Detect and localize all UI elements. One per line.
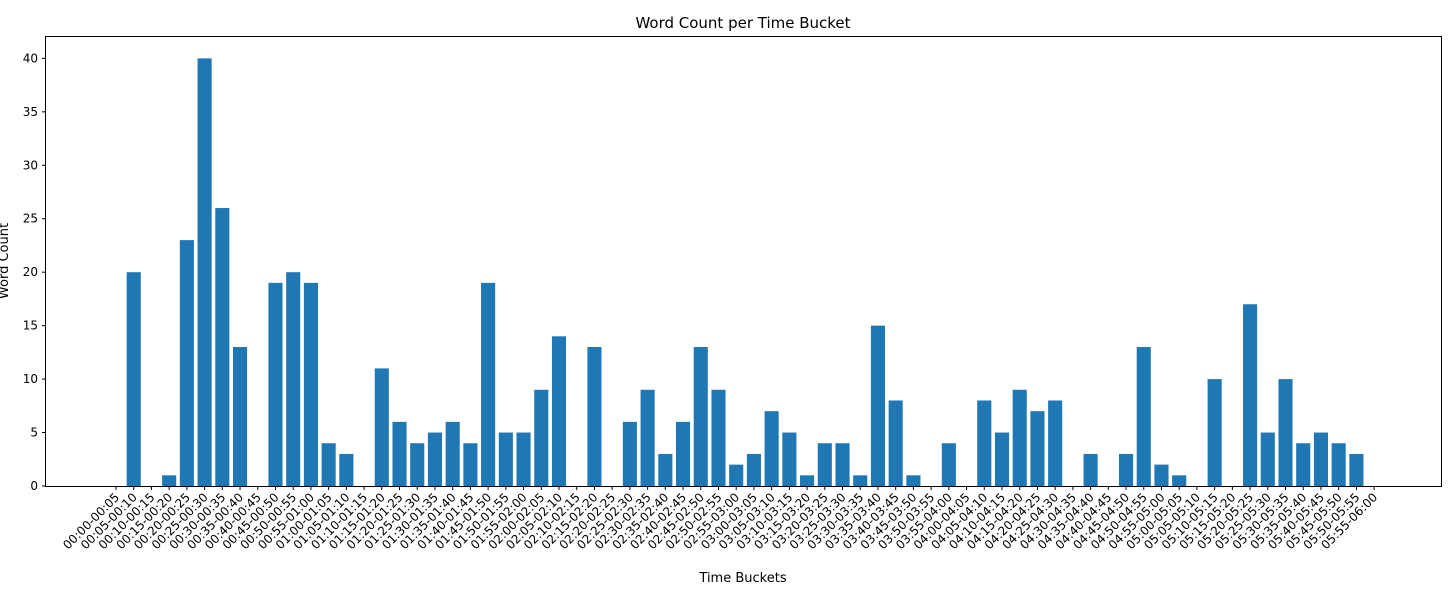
bar bbox=[871, 326, 885, 486]
bar bbox=[1349, 454, 1363, 486]
bar bbox=[889, 400, 903, 486]
bar bbox=[782, 433, 796, 486]
bar bbox=[127, 272, 141, 486]
bar bbox=[1119, 454, 1133, 486]
bar bbox=[977, 400, 991, 486]
y-tick-label: 20 bbox=[23, 265, 38, 279]
bar bbox=[995, 433, 1009, 486]
chart-title: Word Count per Time Bucket bbox=[635, 14, 850, 32]
bar bbox=[233, 347, 247, 486]
bar bbox=[392, 422, 406, 486]
bar bbox=[641, 390, 655, 486]
y-tick-label: 15 bbox=[23, 319, 38, 333]
bar bbox=[1261, 433, 1275, 486]
bar bbox=[286, 272, 300, 486]
bar bbox=[694, 347, 708, 486]
bar bbox=[765, 411, 779, 486]
bar bbox=[729, 465, 743, 486]
y-tick-label: 5 bbox=[30, 426, 38, 440]
bar bbox=[375, 368, 389, 486]
bar bbox=[446, 422, 460, 486]
bar bbox=[747, 454, 761, 486]
bar bbox=[534, 390, 548, 486]
bars-group bbox=[127, 58, 1364, 486]
y-axis-label: Word Count bbox=[0, 223, 12, 299]
y-tick-label: 35 bbox=[23, 105, 38, 119]
bar bbox=[339, 454, 353, 486]
bar bbox=[623, 422, 637, 486]
y-tick-label: 10 bbox=[23, 372, 38, 386]
bar bbox=[1332, 443, 1346, 486]
bar bbox=[1048, 400, 1062, 486]
y-tick-label: 40 bbox=[23, 51, 38, 65]
bar bbox=[1314, 433, 1328, 486]
bar bbox=[1154, 465, 1168, 486]
bar bbox=[1084, 454, 1098, 486]
bar bbox=[481, 283, 495, 486]
bar bbox=[658, 454, 672, 486]
bar bbox=[587, 347, 601, 486]
bar bbox=[942, 443, 956, 486]
bar bbox=[835, 443, 849, 486]
bar bbox=[853, 475, 867, 486]
bar bbox=[499, 433, 513, 486]
bar bbox=[198, 58, 212, 486]
y-tick-label: 0 bbox=[30, 479, 38, 493]
x-axis-label: Time Buckets bbox=[698, 571, 786, 586]
bar bbox=[1137, 347, 1151, 486]
bar bbox=[463, 443, 477, 486]
bar bbox=[552, 336, 566, 486]
y-axis: 0 5 10 15 20 25 30 35 40 bbox=[23, 51, 46, 493]
bar bbox=[1243, 304, 1257, 486]
y-tick-label: 30 bbox=[23, 158, 38, 172]
bar bbox=[1278, 379, 1292, 486]
bar bbox=[711, 390, 725, 486]
bar bbox=[1013, 390, 1027, 486]
bar bbox=[322, 443, 336, 486]
bar bbox=[1296, 443, 1310, 486]
bar bbox=[410, 443, 424, 486]
bar bbox=[676, 422, 690, 486]
bar bbox=[1172, 475, 1186, 486]
bar bbox=[180, 240, 194, 486]
x-axis: 00:00-00:0500:05-00:1000:10-00:1500:15-0… bbox=[60, 486, 1380, 552]
bar bbox=[268, 283, 282, 486]
bar bbox=[1208, 379, 1222, 486]
bar bbox=[1030, 411, 1044, 486]
bar bbox=[215, 208, 229, 486]
bar bbox=[304, 283, 318, 486]
bar bbox=[906, 475, 920, 486]
bar bbox=[818, 443, 832, 486]
y-tick-label: 25 bbox=[23, 212, 38, 226]
bar bbox=[428, 433, 442, 486]
bar bbox=[517, 433, 531, 486]
bar bbox=[162, 475, 176, 486]
bar bbox=[800, 475, 814, 486]
plot-frame bbox=[46, 37, 1442, 487]
